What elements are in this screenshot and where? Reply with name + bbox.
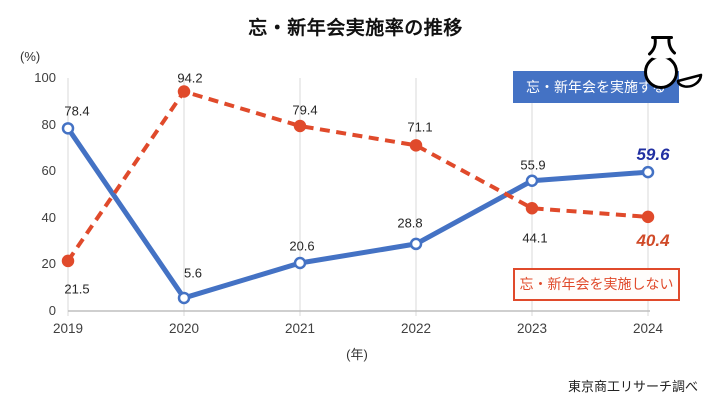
chart-title: 忘・新年会実施率の推移 <box>248 18 463 39</box>
data-point <box>409 139 423 152</box>
data-point <box>61 254 75 268</box>
data-point <box>525 201 539 215</box>
data-point <box>61 122 75 135</box>
series-line-hold <box>65 126 649 301</box>
legend-not-hold-badge: 忘・新年会を実施しない <box>513 268 680 301</box>
sake-bottle-icon <box>644 36 703 89</box>
y-axis-unit-label: (%) <box>20 49 41 64</box>
series-line-not-hold <box>66 89 649 263</box>
data-point <box>177 85 191 98</box>
data-point <box>641 210 655 224</box>
x-axis-unit-label: (年) <box>346 347 368 362</box>
data-point <box>293 119 307 133</box>
data-point <box>177 291 191 305</box>
data-point <box>409 237 423 251</box>
source-credit: 東京商工リサーチ調べ <box>567 379 698 394</box>
data-point <box>525 174 539 188</box>
data-point <box>293 256 307 270</box>
data-point <box>641 165 655 179</box>
